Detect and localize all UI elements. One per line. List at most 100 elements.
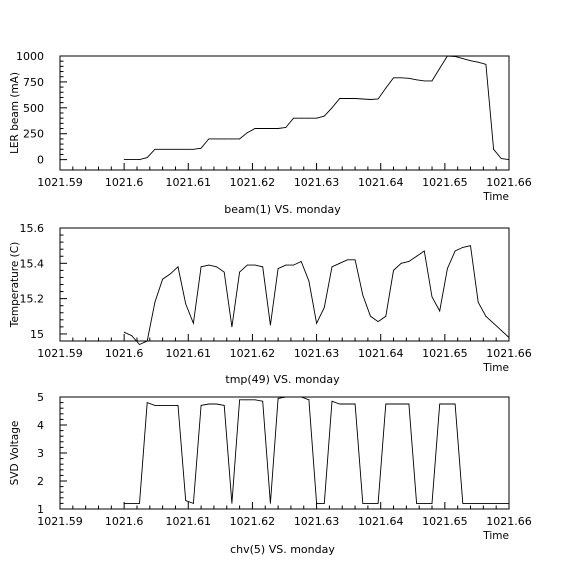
data-point (277, 268, 279, 270)
data-point (354, 98, 356, 99)
data-point (154, 301, 156, 303)
data-point (331, 107, 333, 109)
series-line (124, 396, 509, 505)
y-tick-label: 0 (37, 154, 44, 167)
data-point (300, 261, 302, 262)
x-tick-label: 1021.6 (105, 347, 144, 360)
x-tick-label: 1021.62 (230, 515, 276, 528)
data-point (462, 58, 464, 59)
data-point (485, 503, 487, 504)
data-point (431, 503, 433, 504)
data-point (408, 77, 410, 79)
x-axis-label: Time (482, 530, 509, 542)
data-point (223, 405, 225, 406)
data-point (216, 266, 217, 268)
data-point (362, 503, 364, 504)
y-tick-label: 15.2 (20, 293, 45, 306)
data-point (339, 403, 341, 405)
data-point (154, 148, 156, 150)
y-tick-label: 2 (37, 475, 44, 488)
data-point (146, 157, 148, 158)
data-point (169, 148, 171, 150)
data-point (185, 500, 187, 501)
data-point (439, 68, 441, 69)
data-point (393, 77, 394, 79)
data-point (423, 80, 425, 82)
data-point (370, 315, 371, 317)
data-point (385, 315, 387, 317)
data-point (400, 403, 402, 405)
data-point (323, 307, 325, 308)
data-point (354, 259, 356, 261)
x-tick-label: 1021.64 (358, 176, 404, 189)
data-point (316, 503, 317, 504)
data-point (477, 61, 479, 63)
x-tick-label: 1021.59 (37, 515, 83, 528)
data-point (431, 296, 433, 298)
data-point (400, 77, 402, 79)
data-point (285, 264, 287, 266)
data-point (208, 264, 210, 266)
y-tick-label: 15 (30, 328, 44, 341)
x-tick-label: 1021.59 (37, 176, 83, 189)
data-point (447, 268, 448, 270)
y-axis-label: SVD Voltage (9, 421, 21, 486)
series-line (124, 55, 510, 161)
data-point (416, 79, 418, 81)
data-point (146, 402, 148, 403)
data-point (146, 340, 148, 342)
x-tick-label: 1021.66 (486, 347, 532, 360)
data-point (493, 148, 495, 150)
data-point (200, 266, 202, 268)
data-point (339, 98, 341, 99)
data-point (346, 259, 348, 261)
x-tick-label: 1021.61 (166, 515, 212, 528)
data-point (216, 403, 217, 405)
data-point (223, 271, 225, 273)
x-tick-label: 1021.64 (358, 515, 404, 528)
data-point (454, 403, 456, 405)
data-point (154, 405, 156, 406)
data-point (193, 503, 194, 504)
data-point (185, 303, 187, 305)
data-point (277, 398, 279, 399)
y-tick-label: 250 (23, 128, 44, 141)
data-point (131, 159, 133, 161)
y-tick-label: 1000 (16, 50, 44, 63)
data-point (193, 322, 194, 324)
data-point (370, 99, 371, 100)
data-point (208, 403, 210, 405)
data-point (293, 117, 294, 119)
x-tick-label: 1021.63 (294, 176, 340, 189)
data-point (470, 503, 471, 504)
data-point (423, 250, 425, 252)
data-point (177, 148, 179, 150)
x-tick-label: 1021.65 (422, 176, 468, 189)
data-point (408, 403, 410, 405)
data-point (285, 127, 287, 128)
data-point (354, 403, 356, 405)
data-point (131, 503, 133, 504)
data-point (385, 87, 387, 89)
data-point (500, 330, 502, 331)
plot-frame (59, 396, 510, 510)
data-point (293, 396, 294, 398)
data-point (477, 301, 479, 303)
data-point (508, 503, 510, 504)
data-point (193, 148, 194, 150)
data-point (162, 278, 164, 280)
data-point (277, 128, 279, 129)
data-point (231, 326, 233, 328)
data-point (323, 115, 325, 117)
y-tick-label: 15.4 (20, 257, 45, 270)
y-tick-label: 500 (23, 102, 44, 115)
data-point (139, 159, 140, 161)
y-tick-label: 5 (37, 391, 44, 404)
data-point (508, 159, 510, 161)
y-tick-label: 15.6 (20, 222, 45, 235)
data-point (331, 266, 333, 268)
data-point (346, 98, 348, 99)
data-point (139, 503, 140, 504)
